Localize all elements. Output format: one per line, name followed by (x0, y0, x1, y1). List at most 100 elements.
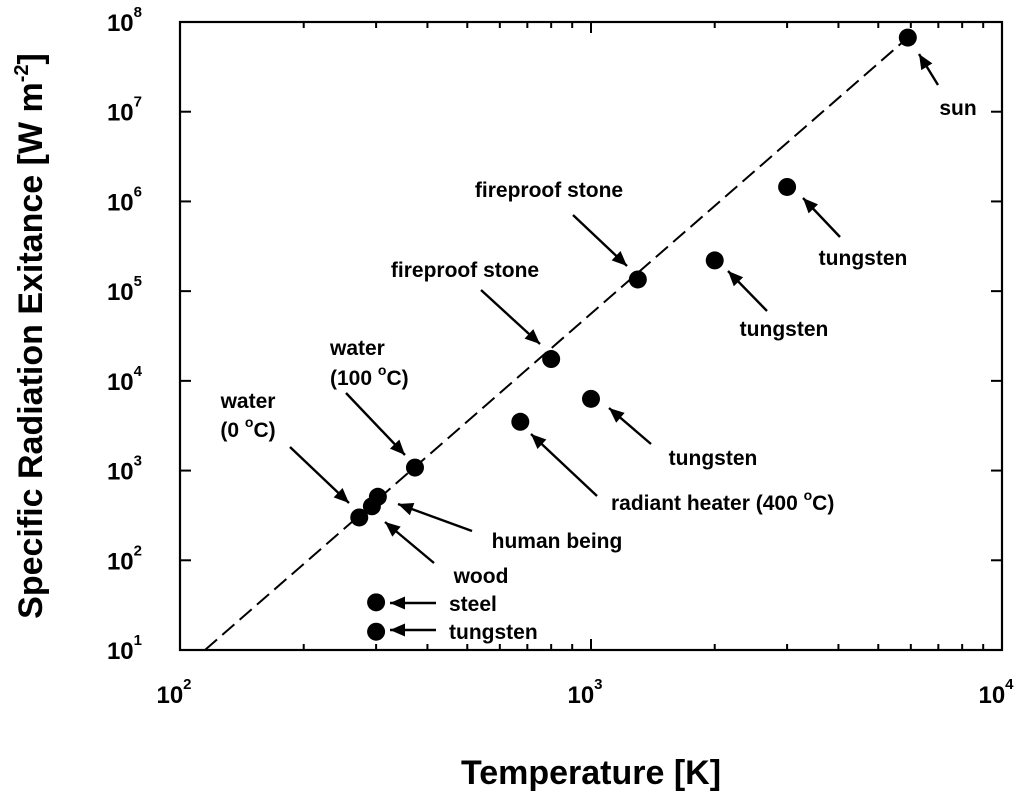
annotation-label: tungsten (669, 447, 758, 470)
y-tick-label-base: 10 (107, 638, 134, 665)
x-tick-label: 103 (567, 676, 602, 709)
annotation-arrow-head (398, 503, 415, 516)
annotation-label-degree: o (804, 487, 813, 503)
y-tick-label: 107 (107, 94, 142, 127)
x-tick-label-base: 10 (567, 682, 594, 709)
y-tick-label-base: 10 (107, 369, 134, 396)
annotation-label-text: steel (449, 593, 497, 616)
y-tick-label-exponent: 4 (134, 363, 143, 380)
annotation-label: tungsten (819, 247, 908, 270)
y-tick-label-exponent: 1 (134, 632, 142, 649)
annotation-label: water (220, 390, 276, 413)
annotation-label-text: tungsten (819, 247, 908, 270)
y-tick-label: 106 (107, 183, 142, 216)
trend-line (204, 36, 909, 651)
x-tick-label-base: 10 (156, 682, 183, 709)
annotation-label-unit: C) (386, 367, 408, 390)
y-tick-label-exponent: 5 (134, 273, 142, 290)
y-tick-label-base: 10 (107, 279, 134, 306)
annotation-label-text: wood (453, 565, 509, 588)
y-tick-label-exponent: 3 (134, 453, 142, 470)
annotation-label-text: (0 (220, 419, 245, 442)
y-tick-label: 103 (107, 453, 142, 486)
annotation-label-text: human being (492, 530, 623, 553)
annotation-label-text: tungsten (669, 447, 758, 470)
x-tick-label-exponent: 4 (1005, 676, 1014, 693)
y-tick-label: 101 (107, 632, 142, 665)
x-tick-label: 102 (156, 676, 191, 709)
annotation-label: radiant heater (400 oC) (611, 487, 834, 515)
annotation-label-unit: C) (812, 492, 834, 515)
dashed-trend-line (204, 36, 909, 651)
annotation-label-degree: o (245, 414, 254, 430)
annotation-label-text: fireproof stone (475, 179, 623, 202)
y-tick-label-base: 10 (107, 548, 134, 575)
annotation-arrows (289, 53, 940, 637)
data-point (368, 487, 387, 506)
plot-frame (178, 20, 1004, 652)
annotation-label: sun (939, 97, 976, 120)
x-tick-label-exponent: 3 (594, 676, 602, 693)
annotation-label: fireproof stone (475, 179, 623, 202)
annotation-label: tungsten (740, 318, 829, 341)
annotation-label: tungsten (449, 621, 538, 644)
data-point (511, 412, 530, 431)
data-points (350, 28, 917, 641)
y-axis-title-main: Specific Radiation Exitance [W m (12, 82, 50, 619)
annotation-label-text: tungsten (740, 318, 829, 341)
y-tick-label: 105 (107, 273, 142, 306)
y-tick-label: 108 (107, 4, 142, 37)
x-tick-label: 104 (978, 676, 1014, 709)
annotation-arrow-head (531, 434, 547, 450)
y-tick-label: 104 (107, 363, 143, 396)
data-point (367, 622, 386, 641)
annotation-arrow-head (609, 408, 625, 423)
y-tick-label-exponent: 8 (134, 4, 142, 21)
annotation-label-text: radiant heater (400 (611, 492, 804, 515)
annotation-arrow-head (524, 329, 540, 344)
annotation-label-text: water (329, 337, 385, 360)
annotation-label-text: water (220, 390, 276, 413)
annotation-label: human being (492, 530, 623, 553)
annotation-label: water (329, 337, 385, 360)
y-tick-label-exponent: 2 (134, 542, 142, 559)
y-tick-label-exponent: 7 (134, 94, 142, 111)
annotation-label: steel (449, 593, 497, 616)
y-tick-label-base: 10 (107, 10, 134, 37)
data-point (350, 508, 369, 527)
annotation-label-text: tungsten (449, 621, 538, 644)
y-tick-label-base: 10 (107, 189, 134, 216)
y-tick-label-base: 10 (107, 459, 134, 486)
annotation-arrow-line (530, 433, 598, 497)
annotation-label-degree: o (378, 362, 387, 378)
annotation-label-unit: C) (253, 419, 275, 442)
y-tick-label-base: 10 (107, 100, 134, 127)
data-point (778, 177, 797, 196)
annotation-labels: sun tungsten fireproof stone tungsten firepr… (220, 97, 977, 644)
data-point (582, 389, 600, 408)
annotation-arrow-head (919, 54, 933, 71)
data-point (405, 458, 424, 477)
annotation-arrow-head (611, 250, 627, 266)
y-tick-label: 102 (107, 542, 142, 575)
annotation-arrow-head (333, 487, 349, 503)
annotation-arrow-head (390, 596, 405, 610)
annotation-label-text: sun (939, 97, 976, 120)
x-tick-label-exponent: 2 (183, 676, 191, 693)
annotation-label-text: (100 (330, 367, 378, 390)
annotation-arrow-head (728, 271, 744, 287)
x-tick-label-base: 10 (978, 682, 1005, 709)
y-axis-title: Specific Radiation Exitance [W m-2] (11, 53, 50, 619)
annotation-arrow-head (389, 439, 405, 455)
annotation-arrow-head (385, 522, 401, 537)
data-point (367, 593, 386, 612)
annotation-label: fireproof stone (391, 259, 539, 282)
x-axis-title: Temperature [K] (461, 754, 721, 792)
data-point (628, 270, 647, 289)
annotation-label: (100 oC) (330, 362, 409, 390)
annotation-label: (0 oC) (220, 414, 275, 442)
data-point (898, 28, 917, 47)
annotation-label: wood (453, 565, 509, 588)
